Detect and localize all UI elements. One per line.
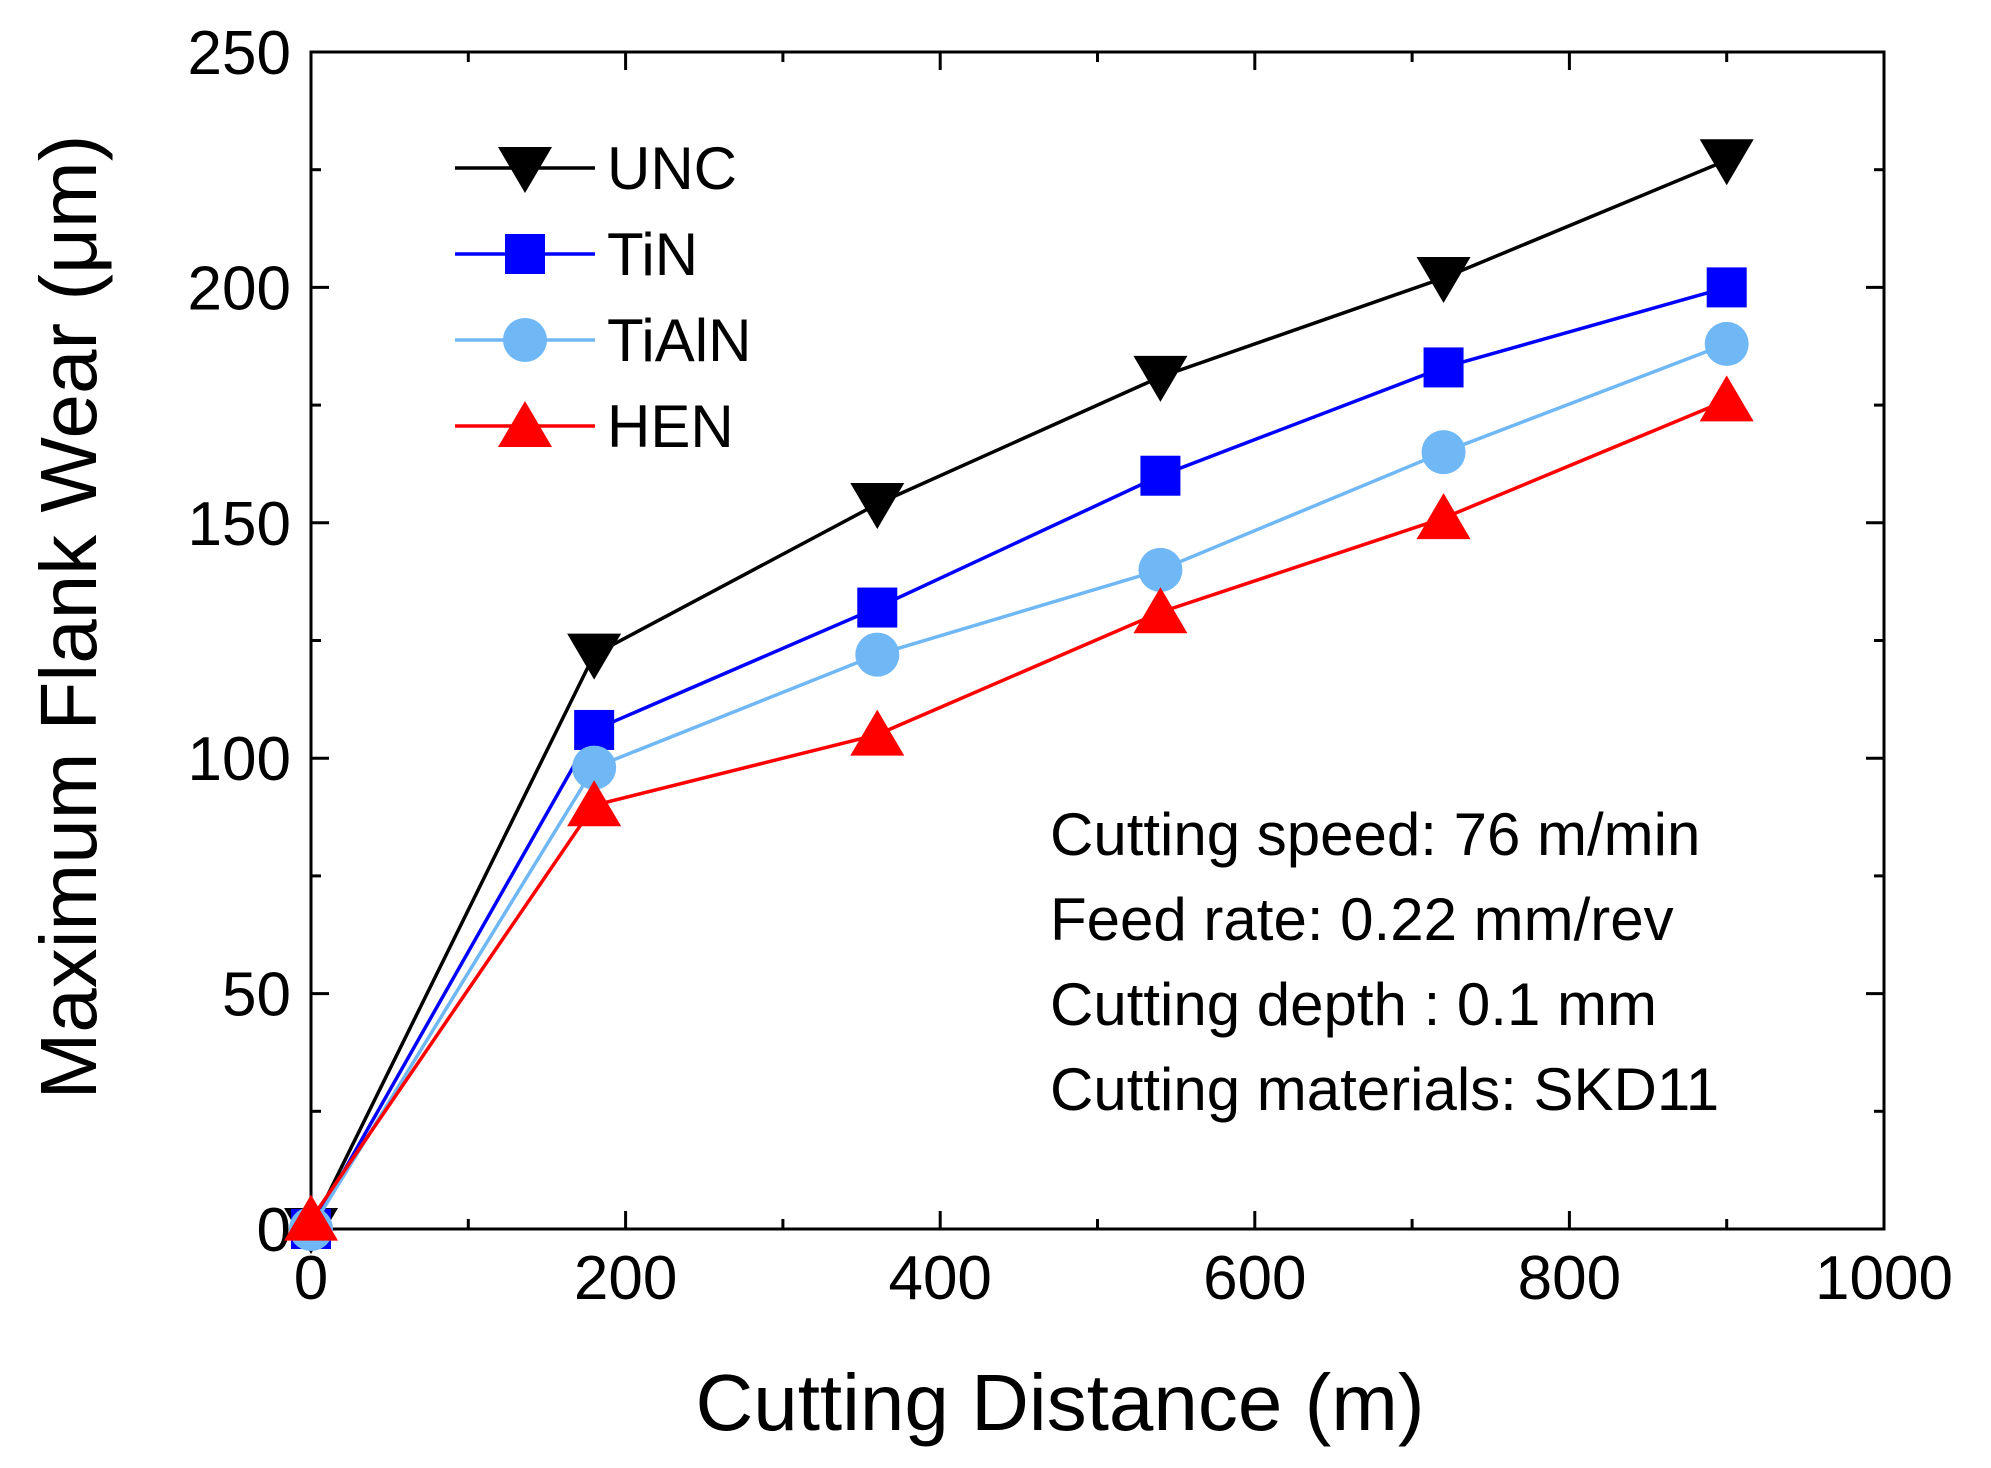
legend-label: HEN xyxy=(607,393,734,460)
series-line-unc xyxy=(309,158,1728,1230)
y-tick-label: 250 xyxy=(188,19,291,88)
y-tick-label: 200 xyxy=(188,254,291,323)
annotation-line: Feed rate: 0.22 mm/rev xyxy=(1050,886,1674,953)
annotation-line: Cutting depth : 0.1 mm xyxy=(1050,971,1657,1038)
legend-label: TiN xyxy=(607,221,698,288)
series-line-tin xyxy=(309,285,1728,1230)
data-point-hen xyxy=(1699,375,1754,422)
y-tick-label: 100 xyxy=(188,725,291,794)
y-axis-title: Maximum Flank Wear (μm) xyxy=(24,135,113,1100)
x-tick-label: 800 xyxy=(1518,1244,1621,1313)
data-point-hen xyxy=(284,1194,338,1241)
legend-item: HEN xyxy=(455,393,734,460)
annotation-line: Cutting materials: SKD11 xyxy=(1050,1056,1719,1123)
data-point-unc xyxy=(567,633,622,680)
legend-marker xyxy=(498,401,552,447)
legend: UNC TiN TiAlN HEN xyxy=(455,135,751,460)
data-point-tin xyxy=(574,709,615,750)
legend-item: TiN xyxy=(455,221,698,288)
data-point-tialn xyxy=(1704,321,1749,366)
legend-label: UNC xyxy=(607,135,737,202)
data-point-tialn xyxy=(1138,547,1183,592)
data-point-hen xyxy=(1416,493,1471,540)
data-point-unc xyxy=(1133,355,1188,402)
data-point-tialn xyxy=(1421,430,1466,475)
y-tick-label: 150 xyxy=(188,490,291,559)
data-point-tin xyxy=(857,587,898,628)
legend-marker xyxy=(505,234,545,274)
x-axis-title: Cutting Distance (m) xyxy=(695,1358,1424,1447)
data-point-unc xyxy=(850,482,905,529)
data-point-tin xyxy=(1423,347,1464,388)
data-point-unc xyxy=(1416,256,1471,303)
y-axis: 0 50 100 150 200 250 xyxy=(188,19,1884,1265)
data-point-tin xyxy=(1706,267,1747,308)
y-tick-label: 50 xyxy=(222,961,291,1030)
legend-item: TiAlN xyxy=(455,307,751,374)
legend-marker xyxy=(503,318,547,362)
x-tick-label: 600 xyxy=(1203,1244,1306,1313)
series-line-tialn xyxy=(309,342,1728,1230)
x-axis: 0 200 400 600 800 1000 xyxy=(294,52,1953,1313)
data-point-unc xyxy=(1699,139,1754,186)
x-tick-label: 1000 xyxy=(1815,1244,1953,1313)
series-line-hen xyxy=(309,398,1728,1221)
series-hen xyxy=(284,375,1754,1241)
x-tick-label: 400 xyxy=(888,1244,991,1313)
data-point-hen xyxy=(567,780,622,827)
data-point-tialn xyxy=(855,632,900,677)
legend-item: UNC xyxy=(455,135,737,202)
legend-label: TiAlN xyxy=(607,307,751,374)
data-point-tialn xyxy=(572,745,617,790)
annotation-block: Cutting speed: 76 m/min Feed rate: 0.22 m… xyxy=(1050,801,1719,1123)
legend-marker xyxy=(498,147,552,193)
data-point-hen xyxy=(1133,587,1188,634)
x-tick-label: 200 xyxy=(574,1244,677,1313)
series-layer xyxy=(284,139,1754,1254)
x-tick-label: 0 xyxy=(294,1244,328,1313)
annotation-line: Cutting speed: 76 m/min xyxy=(1050,801,1700,868)
data-point-hen xyxy=(850,709,905,756)
data-point-tin xyxy=(1140,455,1181,496)
y-tick-label: 0 xyxy=(257,1196,291,1265)
